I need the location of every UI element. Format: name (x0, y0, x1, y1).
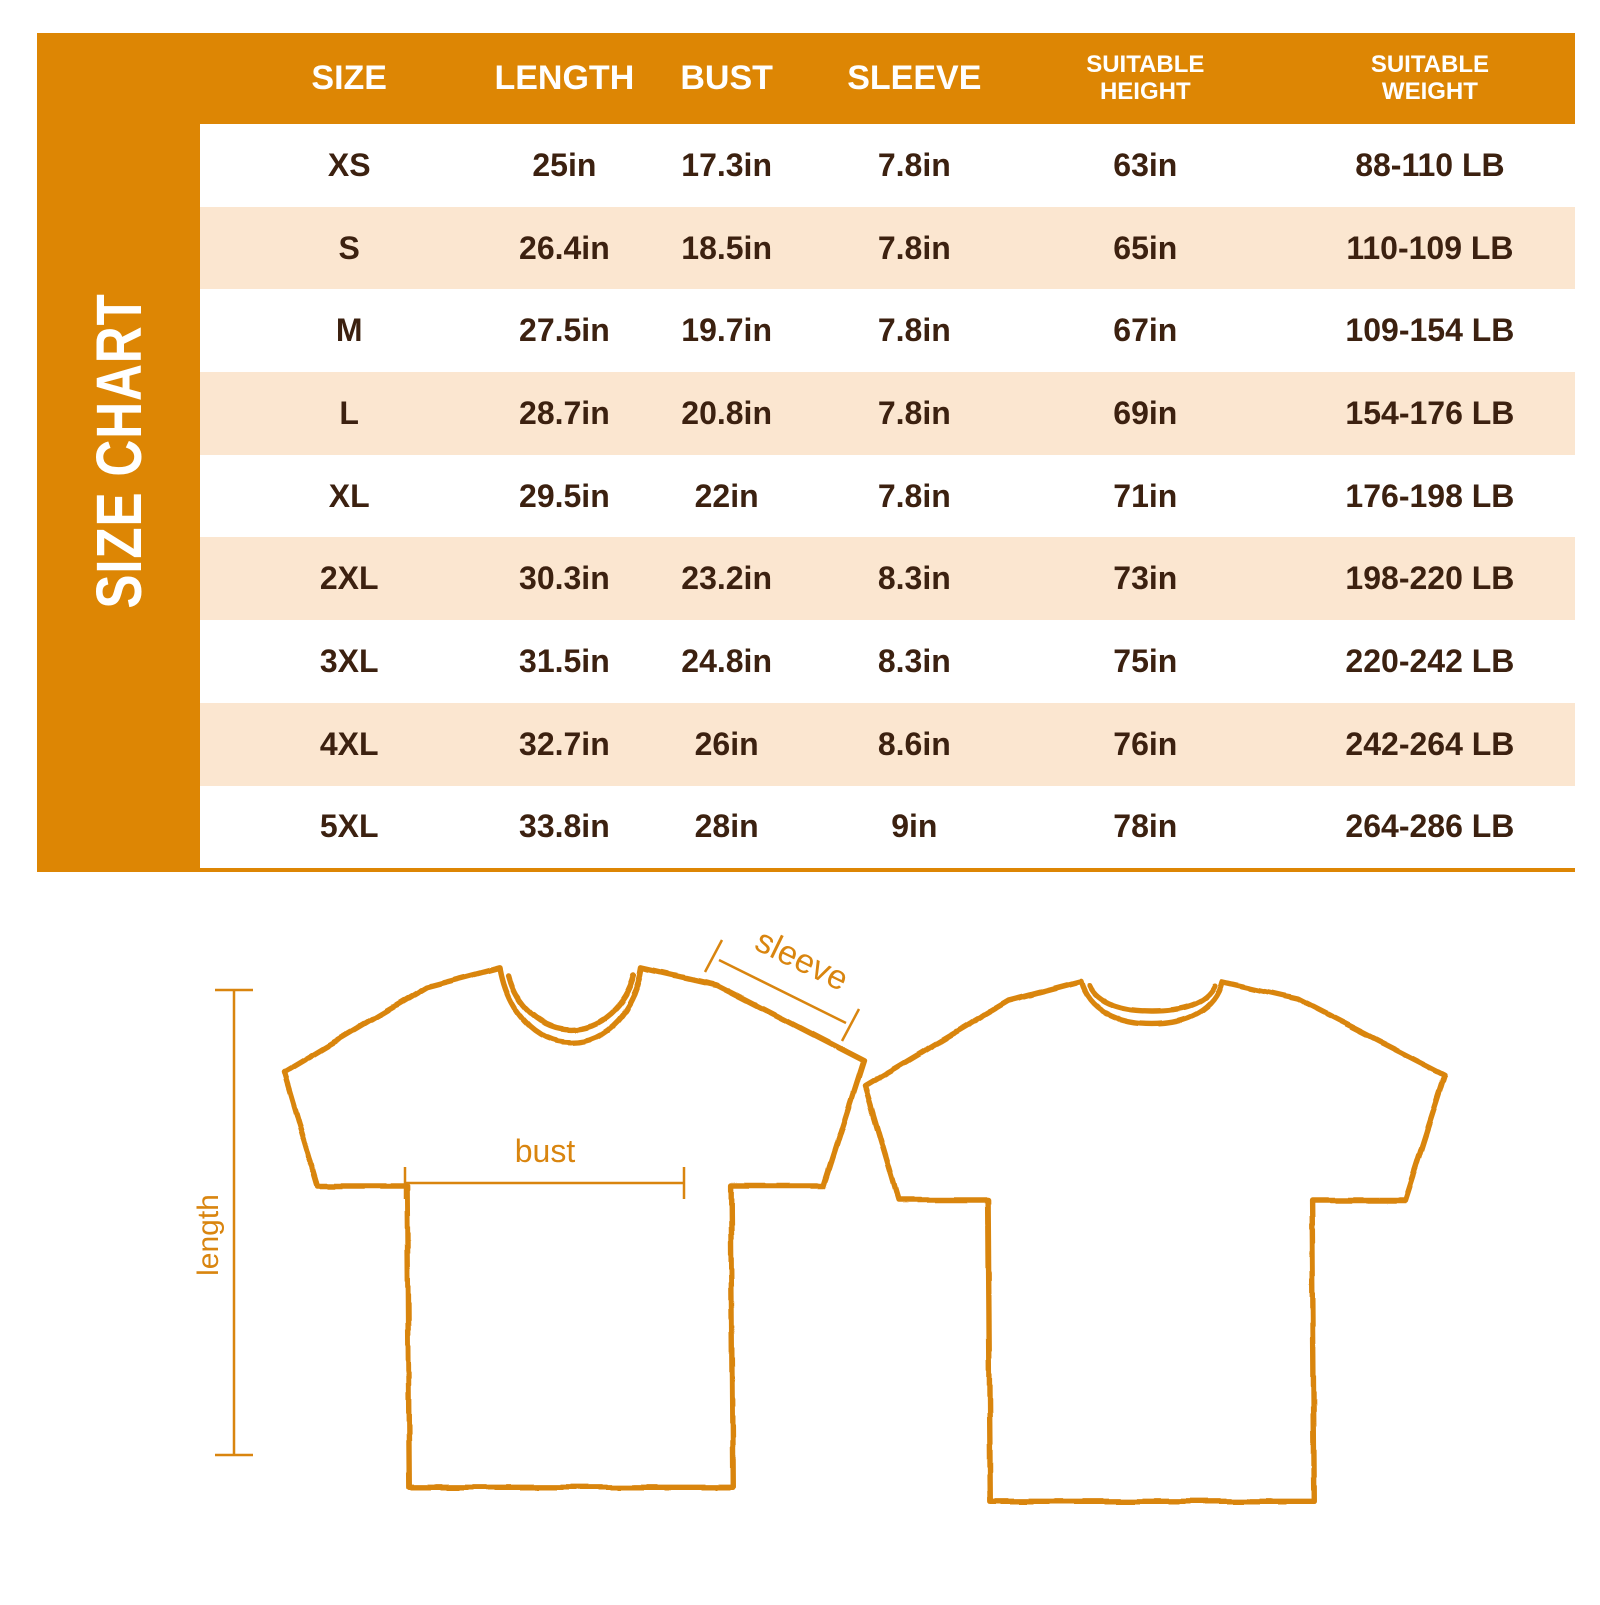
svg-text:bust: bust (515, 1133, 576, 1169)
svg-text:length: length (192, 1194, 225, 1276)
svg-text:sleeve: sleeve (749, 921, 854, 998)
